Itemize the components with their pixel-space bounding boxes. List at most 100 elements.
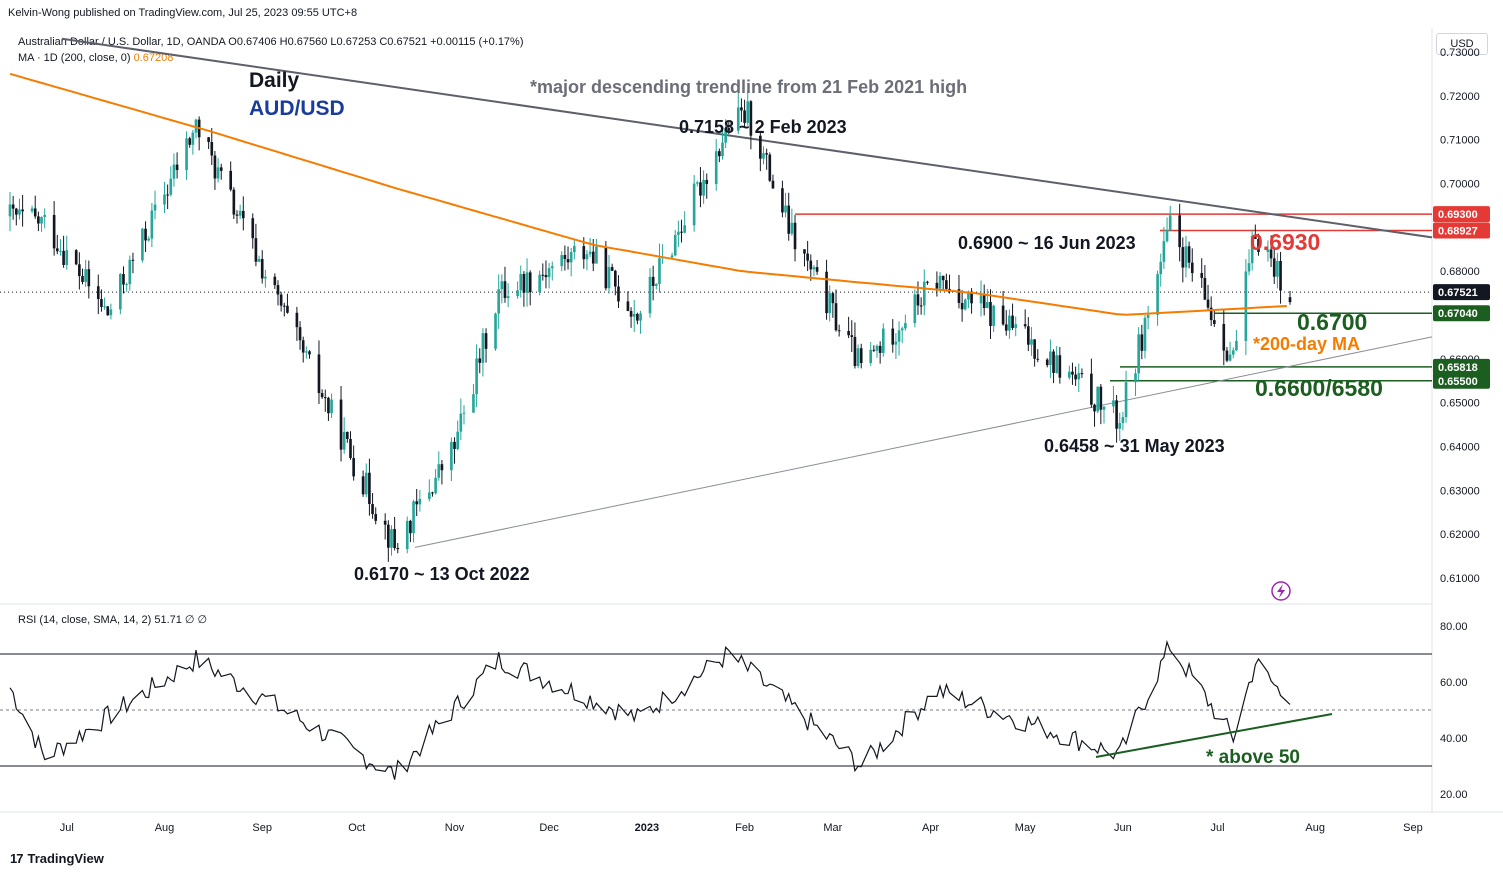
- time-tick-label: Dec: [539, 822, 559, 834]
- candle-body: [815, 267, 819, 272]
- currency-button[interactable]: USD: [1436, 33, 1488, 55]
- candle-body: [349, 438, 352, 459]
- tradingview-logo[interactable]: 17 TradingView: [10, 851, 104, 866]
- candle-body: [591, 251, 595, 264]
- candle-body: [617, 286, 620, 302]
- candle-body: [595, 246, 598, 264]
- candle-body: [614, 270, 617, 287]
- candle-body: [456, 431, 460, 449]
- candle-body: [1228, 354, 1232, 361]
- candle-body: [1058, 355, 1062, 378]
- candle-body: [128, 259, 132, 285]
- candle-body: [787, 205, 791, 234]
- time-tick-label: May: [1015, 822, 1036, 834]
- candle-body: [1257, 238, 1260, 252]
- candle-body: [992, 305, 995, 326]
- candle-body: [327, 397, 330, 414]
- candle-body: [1033, 339, 1036, 359]
- low-may-label: 0.6458 ~ 31 May 2023: [1044, 436, 1225, 456]
- trendlines: [61, 37, 1433, 548]
- candle-body: [254, 238, 258, 262]
- candle-body: [781, 188, 784, 213]
- candle-body: [749, 101, 753, 136]
- candle-body: [260, 258, 264, 279]
- candle-body: [323, 397, 327, 399]
- candle-body: [721, 142, 724, 157]
- price-level-tags: 0.69300 0.68927 0.67521 0.67040 0.65818 0.655…: [1433, 206, 1490, 389]
- price-tick-label: 0.72000: [1440, 91, 1480, 103]
- candle-body: [472, 394, 475, 413]
- ma-indicator-name: MA · 1D (200, close, 0): [18, 52, 131, 64]
- candle-body: [1118, 423, 1122, 429]
- candle-body: [683, 225, 686, 233]
- candle-body: [21, 209, 24, 212]
- rsi-tick-label: 20.00: [1440, 789, 1468, 801]
- candle-body: [926, 281, 929, 283]
- candle-body: [812, 267, 816, 270]
- candle-body: [1115, 400, 1118, 429]
- candle-body: [803, 249, 806, 254]
- candle-body: [494, 313, 497, 349]
- candle-body: [286, 305, 289, 313]
- candle-body: [1052, 351, 1055, 373]
- candle-body: [191, 132, 195, 145]
- candle-body: [850, 335, 854, 337]
- candle-body: [837, 330, 841, 332]
- candle-body: [81, 276, 84, 282]
- candle-body: [525, 272, 529, 293]
- candle-body: [847, 330, 850, 336]
- candle-body: [538, 274, 541, 293]
- candle-body: [301, 340, 305, 353]
- candle-body: [1254, 236, 1257, 239]
- time-tick-label: Apr: [922, 822, 939, 834]
- candle-body: [500, 281, 504, 290]
- candle-body: [1049, 351, 1052, 366]
- resistance-label: 0.6930: [1250, 229, 1320, 255]
- candle-body: [383, 520, 387, 525]
- candle-body: [305, 351, 308, 353]
- candle-body: [1099, 386, 1103, 410]
- price-tick-label: 0.70000: [1440, 178, 1480, 190]
- descending-trendline: [61, 37, 1433, 239]
- candle-body: [986, 302, 989, 309]
- candle-body: [235, 214, 239, 216]
- candle-body: [1235, 340, 1238, 351]
- candle-body: [1187, 246, 1191, 263]
- candle-body: [673, 234, 677, 256]
- candle-body: [654, 284, 658, 286]
- candle-body: [440, 464, 444, 471]
- candle-body: [648, 276, 652, 314]
- candle-body: [330, 399, 333, 414]
- candle-body: [1137, 334, 1140, 374]
- lightning-icon[interactable]: [1271, 581, 1291, 601]
- candle-body: [1272, 258, 1276, 277]
- candle-body: [639, 313, 642, 321]
- candle-body: [412, 501, 415, 534]
- candle-body: [1093, 404, 1096, 412]
- candle-body: [282, 305, 286, 307]
- candle-body: [982, 295, 986, 309]
- candle-body: [43, 214, 46, 218]
- price-tick-label: 0.68000: [1440, 266, 1480, 278]
- candle-body: [869, 349, 873, 364]
- rsi-line: [9, 639, 1291, 780]
- ma-indicator-line: MA · 1D (200, close, 0) 0.67208: [18, 52, 173, 64]
- candle-body: [1165, 229, 1169, 242]
- candle-body: [503, 281, 507, 299]
- level-tag-label: 0.65500: [1438, 376, 1478, 388]
- candle-body: [1190, 262, 1194, 274]
- ma-indicator-value: 0.67208: [133, 52, 174, 64]
- candle-body: [273, 276, 277, 286]
- candle-body: [418, 498, 422, 505]
- candle-body: [216, 167, 220, 179]
- candle-body: [251, 218, 255, 239]
- candle-body: [1045, 359, 1049, 366]
- candle-body: [462, 412, 466, 414]
- candle-body: [147, 238, 151, 241]
- candle-body: [1279, 260, 1282, 291]
- candle-body: [825, 271, 828, 314]
- candle-body: [1266, 249, 1270, 252]
- candle-body: [989, 302, 992, 326]
- candle-body: [478, 358, 482, 363]
